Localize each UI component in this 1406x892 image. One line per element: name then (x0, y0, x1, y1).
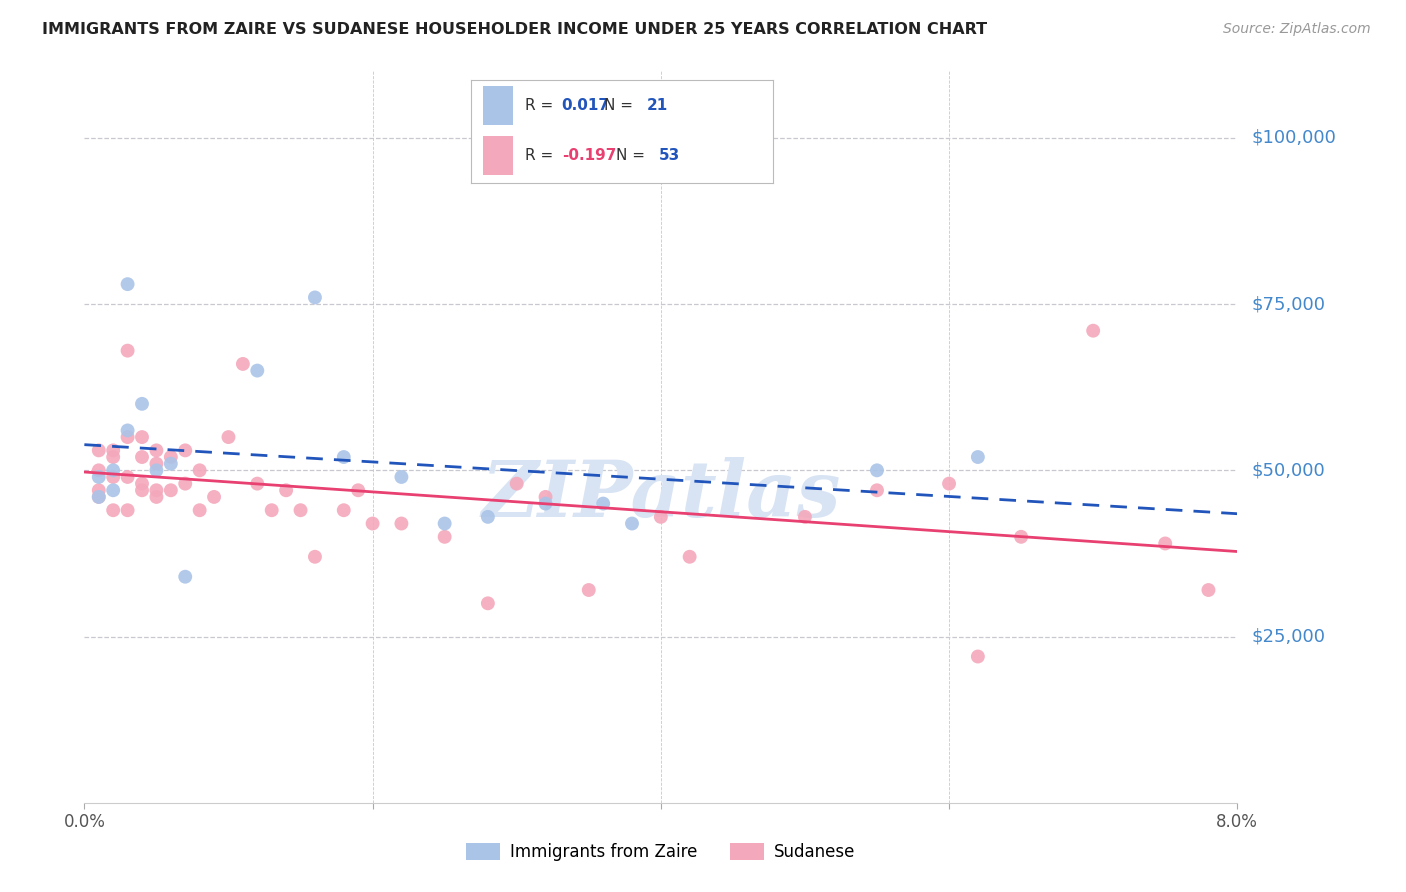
Text: Source: ZipAtlas.com: Source: ZipAtlas.com (1223, 22, 1371, 37)
Point (347, 483, 370, 498)
Point (276, 483, 298, 498)
Point (650, 509, 672, 524)
Text: R =: R = (526, 148, 558, 162)
Point (117, 503, 139, 517)
Point (794, 509, 817, 524)
Point (131, 483, 153, 498)
Point (131, 476, 153, 491)
Point (103, 443, 124, 458)
Bar (484, 87, 513, 126)
Point (87, 443, 110, 458)
Point (117, 430, 139, 444)
Text: IMMIGRANTS FROM ZAIRE VS SUDANESE HOUSEHOLDER INCOME UNDER 25 YEARS CORRELATION : IMMIGRANTS FROM ZAIRE VS SUDANESE HOUSEH… (42, 22, 987, 37)
Point (477, 596, 499, 610)
Point (131, 430, 153, 444)
Text: 0.017: 0.017 (562, 98, 610, 113)
Point (218, 430, 240, 444)
Point (87, 490, 110, 504)
Point (866, 483, 889, 498)
Bar (484, 136, 513, 175)
Point (202, 490, 225, 504)
Text: N =: N = (605, 98, 638, 113)
Text: 21: 21 (647, 98, 668, 113)
Point (290, 503, 312, 517)
Point (145, 483, 167, 498)
Point (433, 516, 456, 531)
Point (145, 457, 167, 471)
Text: 53: 53 (658, 148, 679, 162)
Point (260, 503, 283, 517)
Point (433, 530, 456, 544)
Point (174, 476, 197, 491)
Point (679, 549, 702, 564)
Point (232, 357, 254, 371)
Point (117, 424, 139, 438)
Point (1198, 582, 1220, 597)
Point (592, 497, 614, 511)
Point (246, 476, 269, 491)
Point (938, 476, 960, 491)
Point (621, 516, 644, 531)
Text: $25,000: $25,000 (1251, 628, 1326, 646)
Point (1154, 536, 1177, 550)
Text: N =: N = (616, 148, 650, 162)
Point (304, 290, 326, 304)
Point (333, 503, 356, 517)
Point (160, 457, 183, 471)
Point (145, 490, 167, 504)
Point (174, 570, 197, 584)
Point (304, 549, 326, 564)
Text: -0.197: -0.197 (562, 148, 616, 162)
Point (103, 483, 124, 498)
Point (506, 476, 529, 491)
Point (1083, 324, 1105, 338)
Text: $75,000: $75,000 (1251, 295, 1326, 313)
Point (87, 463, 110, 477)
Point (967, 450, 990, 464)
Point (866, 463, 889, 477)
Point (361, 516, 384, 531)
Point (534, 490, 557, 504)
Point (103, 450, 124, 464)
Point (87, 490, 110, 504)
Point (967, 649, 990, 664)
Text: $100,000: $100,000 (1251, 128, 1336, 147)
Point (477, 509, 499, 524)
Point (391, 516, 413, 531)
Legend: Immigrants from Zaire, Sudanese: Immigrants from Zaire, Sudanese (460, 836, 862, 868)
Point (103, 470, 124, 484)
Point (160, 483, 183, 498)
Text: R =: R = (526, 98, 558, 113)
Point (103, 463, 124, 477)
Point (188, 503, 211, 517)
Point (145, 463, 167, 477)
Point (103, 503, 124, 517)
Point (188, 463, 211, 477)
Point (117, 343, 139, 358)
Point (160, 450, 183, 464)
Point (333, 450, 356, 464)
Point (145, 443, 167, 458)
Text: $50,000: $50,000 (1251, 461, 1324, 479)
Point (174, 443, 197, 458)
Text: ZIPatlas: ZIPatlas (481, 458, 841, 533)
Point (534, 497, 557, 511)
Point (1010, 530, 1032, 544)
Point (87, 483, 110, 498)
Point (131, 450, 153, 464)
Point (391, 470, 413, 484)
Point (87, 470, 110, 484)
Point (117, 470, 139, 484)
Point (117, 277, 139, 292)
Point (131, 397, 153, 411)
Point (246, 363, 269, 377)
Point (578, 582, 600, 597)
